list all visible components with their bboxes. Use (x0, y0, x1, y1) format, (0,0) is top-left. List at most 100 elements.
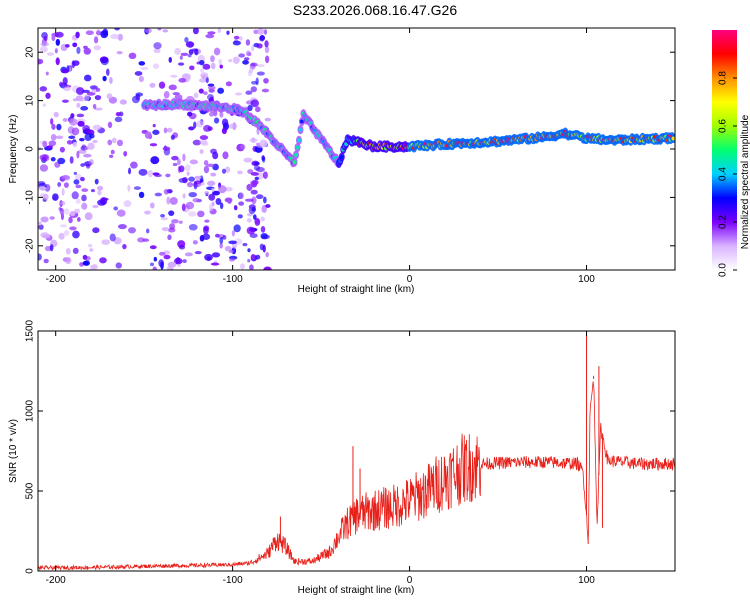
heatmap-noise-cell (187, 111, 193, 117)
heatmap-noise-cell (115, 112, 122, 117)
heatmap-noise-cell (81, 202, 88, 210)
heatmap-noise-cell (76, 217, 81, 222)
heatmap-noise-cell (212, 190, 221, 196)
heatmap-noise-cell (73, 179, 80, 185)
colorbar-tick-label: 0.4 (718, 167, 729, 181)
heatmap-noise-cell (205, 33, 215, 39)
heatmap-noise-cell (229, 123, 238, 130)
heatmap-noise-cell (95, 87, 101, 92)
spectrogram-x-tick-label: -100 (223, 274, 243, 285)
heatmap-noise-cell (106, 68, 110, 76)
heatmap-ridge-core (296, 138, 301, 143)
heatmap-noise-cell (247, 259, 251, 263)
heatmap-noise-cell (154, 192, 163, 197)
heatmap-noise-cell (213, 117, 220, 124)
heatmap-noise-cell (262, 171, 268, 179)
heatmap-noise-cell (60, 201, 66, 206)
heatmap-noise-cell (232, 40, 241, 46)
heatmap-noise-cell (73, 171, 78, 175)
heatmap-noise-cell (80, 106, 89, 111)
figure-title: S233.2026.068.16.47.G26 (293, 2, 457, 18)
heatmap-noise-cell (94, 107, 103, 111)
heatmap-noise-cell (85, 256, 91, 261)
heatmap-noise-cell (114, 28, 120, 31)
heatmap-noise-cell (246, 226, 256, 235)
heatmap-noise-cell (168, 56, 172, 63)
heatmap-noise-cell (111, 137, 117, 144)
heatmap-noise-cell (219, 111, 224, 118)
heatmap-noise-cell (52, 193, 59, 201)
heatmap-noise-cell (202, 233, 211, 240)
heatmap-noise-cell (224, 245, 232, 252)
heatmap-noise-cell (247, 248, 251, 253)
heatmap-noise-cell (208, 88, 215, 93)
heatmap-noise-cell (138, 61, 146, 66)
colorbar-tick-label: 0.8 (718, 71, 729, 85)
snr-x-tick-label: 100 (578, 575, 595, 586)
heatmap-noise-cell (61, 99, 69, 103)
heatmap-noise-cell (107, 139, 113, 146)
heatmap-noise-cell (138, 75, 144, 83)
heatmap-noise-cell (43, 193, 49, 201)
heatmap-noise-cell (237, 214, 243, 219)
heatmap-noise-cell (58, 206, 62, 211)
snr-series-line (38, 381, 675, 571)
heatmap-noise-cell (119, 99, 128, 105)
heatmap-noise-cell (114, 116, 123, 123)
heatmap-noise-cell (101, 239, 111, 245)
heatmap-noise-cell (63, 230, 70, 236)
heatmap-noise-cell (93, 45, 102, 51)
heatmap-noise-cell (96, 185, 104, 191)
spectrogram-x-tick-label: -200 (46, 274, 66, 285)
heatmap-noise-cell (194, 175, 202, 180)
heatmap-noise-cell (205, 76, 209, 84)
snr-frame (37, 330, 676, 572)
heatmap-noise-cell (192, 240, 198, 245)
heatmap-noise-cell (149, 245, 157, 250)
heatmap-noise-cell (160, 217, 169, 221)
heatmap-noise-cell (68, 216, 73, 224)
heatmap-noise-cell (210, 62, 216, 70)
heatmap-noise-cell (194, 48, 199, 56)
snr-x-axis-label: Height of straight line (km) (298, 585, 415, 596)
heatmap-noise-cell (58, 81, 64, 87)
heatmap-noise-cell (55, 135, 64, 140)
heatmap-noise-cell (165, 173, 171, 178)
heatmap-noise-cell (210, 172, 217, 177)
snr-x-tick-label: -200 (46, 575, 66, 586)
heatmap-noise-cell (159, 251, 166, 256)
colorbar-tick-label: 0.0 (718, 263, 729, 277)
heatmap-noise-cell (218, 58, 223, 66)
heatmap-noise-cell (192, 198, 200, 203)
heatmap-noise-cell (100, 30, 109, 39)
heatmap-noise-cell (92, 103, 97, 109)
heatmap-noise-cell (130, 161, 138, 169)
heatmap-noise-cell (140, 66, 149, 71)
heatmap-noise-cell (152, 266, 157, 270)
heatmap-noise-cell (38, 186, 47, 191)
heatmap-noise-cell (62, 77, 68, 85)
heatmap-noise-cell (180, 52, 189, 56)
heatmap-noise-cell (38, 221, 42, 226)
heatmap-noise-cell (168, 210, 175, 216)
heatmap-noise-cell (211, 252, 221, 258)
heatmap-noise-cell (90, 188, 95, 193)
heatmap-noise-cell (149, 82, 156, 88)
heatmap-noise-cell (166, 127, 173, 133)
heatmap-ridge-core (299, 119, 304, 124)
heatmap-noise-cell (255, 77, 259, 86)
heatmap-noise-cell (110, 149, 115, 155)
heatmap-noise-cell (84, 146, 89, 151)
heatmap-noise-cell (87, 142, 95, 150)
heatmap-noise-cell (200, 68, 204, 73)
heatmap-noise-cell (229, 258, 235, 262)
heatmap-noise-cell (207, 126, 213, 131)
spectrogram-x-tick-label: 0 (407, 274, 413, 285)
heatmap-noise-cell (75, 87, 85, 95)
heatmap-noise-cell (222, 235, 227, 240)
heatmap-noise-cell (79, 137, 85, 142)
heatmap-noise-cell (82, 124, 91, 132)
heatmap-noise-cell (145, 228, 150, 234)
heatmap-noise-cell (200, 72, 209, 79)
heatmap-noise-cell (203, 91, 208, 95)
